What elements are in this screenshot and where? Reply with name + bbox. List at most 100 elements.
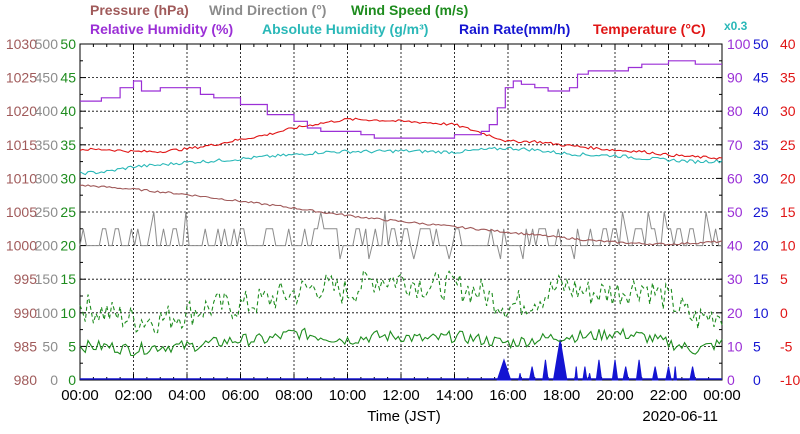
grid — [79, 43, 723, 381]
x-tick-label: 14:00 — [436, 387, 474, 404]
left-tick-label-wind_dir: 0 — [50, 372, 58, 388]
x-tick-label: 12:00 — [382, 387, 420, 404]
left-tick-label-pressure: 1010 — [6, 170, 37, 186]
x-tick-label: 20:00 — [596, 387, 634, 404]
left-tick-label-wind_dir: 200 — [35, 238, 59, 254]
left-tick-label-pressure: 995 — [14, 271, 38, 287]
right-tick-label-temp: 35 — [780, 70, 796, 86]
right-tick-label-rh: 80 — [727, 103, 743, 119]
title-row-2: Relative Humidity (%) Absolute Humidity … — [90, 19, 748, 37]
left-tick-label-wind_dir: 450 — [35, 70, 59, 86]
title-rain-rate: Rain Rate(mm/h) — [459, 21, 570, 37]
rain-bar — [665, 366, 672, 381]
x-tick-label: 08:00 — [275, 387, 313, 404]
multiplier-note: x0.3 — [724, 19, 748, 33]
left-tick-label-wind_speed: 20 — [60, 238, 76, 254]
x-tick-label: 10:00 — [329, 387, 367, 404]
left-tick-label-wind_speed: 0 — [68, 372, 76, 388]
left-tick-label-pressure: 980 — [14, 372, 38, 388]
left-tick-label-pressure: 990 — [14, 305, 38, 321]
right-tick-label-rh: 10 — [727, 338, 743, 354]
rain-bar — [574, 366, 579, 381]
left-tick-label-pressure: 1015 — [6, 137, 37, 153]
x-tick-label: 02:00 — [115, 387, 153, 404]
x-axis-label: Time (JST) — [367, 408, 441, 425]
left-tick-label-wind_speed: 5 — [68, 338, 76, 354]
left-axes: 9809859909951000100510101015102010251030… — [6, 36, 76, 388]
left-tick-label-wind_dir: 100 — [35, 305, 59, 321]
x-tick-label: 00:00 — [703, 387, 741, 404]
left-tick-label-pressure: 985 — [14, 338, 38, 354]
right-tick-label-temp: -10 — [780, 372, 800, 388]
right-tick-label-rh: 90 — [727, 70, 743, 86]
right-tick-label-rh: 40 — [727, 238, 743, 254]
right-tick-label-rain: 40 — [753, 103, 769, 119]
x-tick-label: 04:00 — [168, 387, 206, 404]
right-tick-label-temp: 10 — [780, 238, 796, 254]
right-axes: 0102030405060708090100051015202530354045… — [727, 36, 800, 388]
title-temperature: Temperature (°C) — [593, 21, 706, 37]
rain-bar — [611, 359, 619, 381]
right-tick-label-temp: 15 — [780, 204, 796, 220]
right-tick-label-temp: 30 — [780, 103, 796, 119]
right-tick-label-temp: 20 — [780, 170, 796, 186]
right-tick-label-rain: 0 — [753, 372, 761, 388]
left-tick-label-wind_dir: 400 — [35, 103, 59, 119]
right-tick-label-temp: 5 — [780, 271, 788, 287]
rain-bar — [582, 366, 588, 381]
left-tick-label-pressure: 1005 — [6, 204, 37, 220]
left-tick-label-wind_speed: 40 — [60, 103, 76, 119]
x-axis: 00:00 02:00 04:00 06:00 08:00 10:00 12:00 14:00… — [61, 387, 741, 404]
series-pressure — [79, 184, 723, 246]
x-tick-label: 00:00 — [61, 387, 99, 404]
title-wind-speed: Wind Speed (m/s) — [351, 2, 468, 18]
title-absolute-humidity: Absolute Humidity (g/m³) — [262, 21, 428, 37]
title-relative-humidity: Relative Humidity (%) — [90, 21, 233, 37]
series-rh — [80, 60, 722, 139]
title-wind-direction: Wind Direction (°) — [209, 2, 326, 18]
right-tick-label-rh: 0 — [727, 372, 735, 388]
series-wind_dir — [79, 211, 722, 260]
right-tick-label-rh: 20 — [727, 305, 743, 321]
plot-series — [79, 60, 723, 381]
left-tick-label-wind_dir: 150 — [35, 271, 59, 287]
right-tick-label-rain: 5 — [753, 338, 761, 354]
right-tick-label-rain: 25 — [753, 204, 769, 220]
right-tick-label-temp: 0 — [780, 305, 788, 321]
rain-bar — [595, 359, 603, 381]
x-tick-label: 06:00 — [222, 387, 260, 404]
left-tick-label-wind_speed: 35 — [60, 137, 76, 153]
left-tick-label-wind_speed: 10 — [60, 305, 76, 321]
right-tick-label-rh: 100 — [727, 36, 751, 52]
right-tick-label-rain: 30 — [753, 170, 769, 186]
right-tick-label-rain: 10 — [753, 305, 769, 321]
rain-bar — [651, 366, 659, 381]
x-tick-label: 16:00 — [489, 387, 527, 404]
right-tick-label-rain: 15 — [753, 271, 769, 287]
series-wind_speed_max — [79, 269, 723, 335]
left-tick-label-wind_dir: 300 — [35, 170, 59, 186]
left-tick-label-wind_speed: 25 — [60, 204, 76, 220]
x-tick-label: 22:00 — [650, 387, 688, 404]
rain-bar — [528, 366, 536, 381]
left-tick-label-wind_dir: 500 — [35, 36, 59, 52]
title-row-1: Pressure (hPa) Wind Direction (°) Wind S… — [90, 2, 468, 18]
title-pressure: Pressure (hPa) — [90, 2, 189, 18]
right-tick-label-rain: 45 — [753, 70, 769, 86]
right-tick-label-temp: -5 — [780, 338, 793, 354]
left-tick-label-pressure: 1020 — [6, 103, 37, 119]
right-tick-label-rh: 60 — [727, 170, 743, 186]
rain-bar — [496, 358, 512, 381]
left-tick-label-wind_speed: 30 — [60, 170, 76, 186]
right-tick-label-rh: 70 — [727, 137, 743, 153]
left-tick-label-wind_dir: 50 — [42, 338, 58, 354]
left-tick-label-wind_dir: 350 — [35, 137, 59, 153]
right-tick-label-rh: 30 — [727, 271, 743, 287]
right-tick-label-rain: 35 — [753, 137, 769, 153]
rain-bar — [689, 366, 696, 381]
series-ah — [79, 146, 723, 176]
rain-bar — [635, 359, 643, 381]
right-tick-label-rain: 50 — [753, 36, 769, 52]
left-tick-label-wind_speed: 50 — [60, 36, 76, 52]
